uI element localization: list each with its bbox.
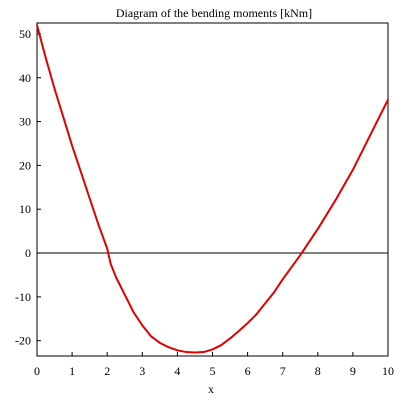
x-tick-label: 3 (139, 364, 145, 378)
y-tick-label: -10 (15, 290, 31, 304)
series-group (36, 24, 389, 354)
y-tick-label: 10 (19, 202, 31, 216)
x-tick-label: 6 (245, 364, 251, 378)
y-tick-label: 20 (19, 158, 31, 172)
x-axis: 0 1 2 3 4 5 6 7 8 9 10 (34, 352, 394, 378)
x-axis-label: x (208, 382, 214, 396)
x-tick-label: 0 (34, 364, 40, 378)
y-axis: -20 -10 0 10 20 30 40 50 (15, 27, 41, 348)
y-tick-label: 30 (19, 115, 31, 129)
x-tick-label: 8 (315, 364, 321, 378)
x-tick-label: 7 (280, 364, 286, 378)
y-tick-label: -20 (15, 334, 31, 348)
x-tick-label: 2 (104, 364, 110, 378)
y-tick-label: 40 (19, 71, 31, 85)
x-tick-label: 1 (69, 364, 75, 378)
x-tick-label: 9 (350, 364, 356, 378)
y-tick-label: 50 (19, 27, 31, 41)
chart-title: Diagram of the bending moments [kNm] (116, 6, 312, 20)
series-line (36, 24, 389, 354)
x-tick-label: 5 (210, 364, 216, 378)
y-tick-label: 0 (25, 246, 31, 260)
x-tick-label: 4 (174, 364, 180, 378)
x-tick-label: 10 (382, 364, 394, 378)
